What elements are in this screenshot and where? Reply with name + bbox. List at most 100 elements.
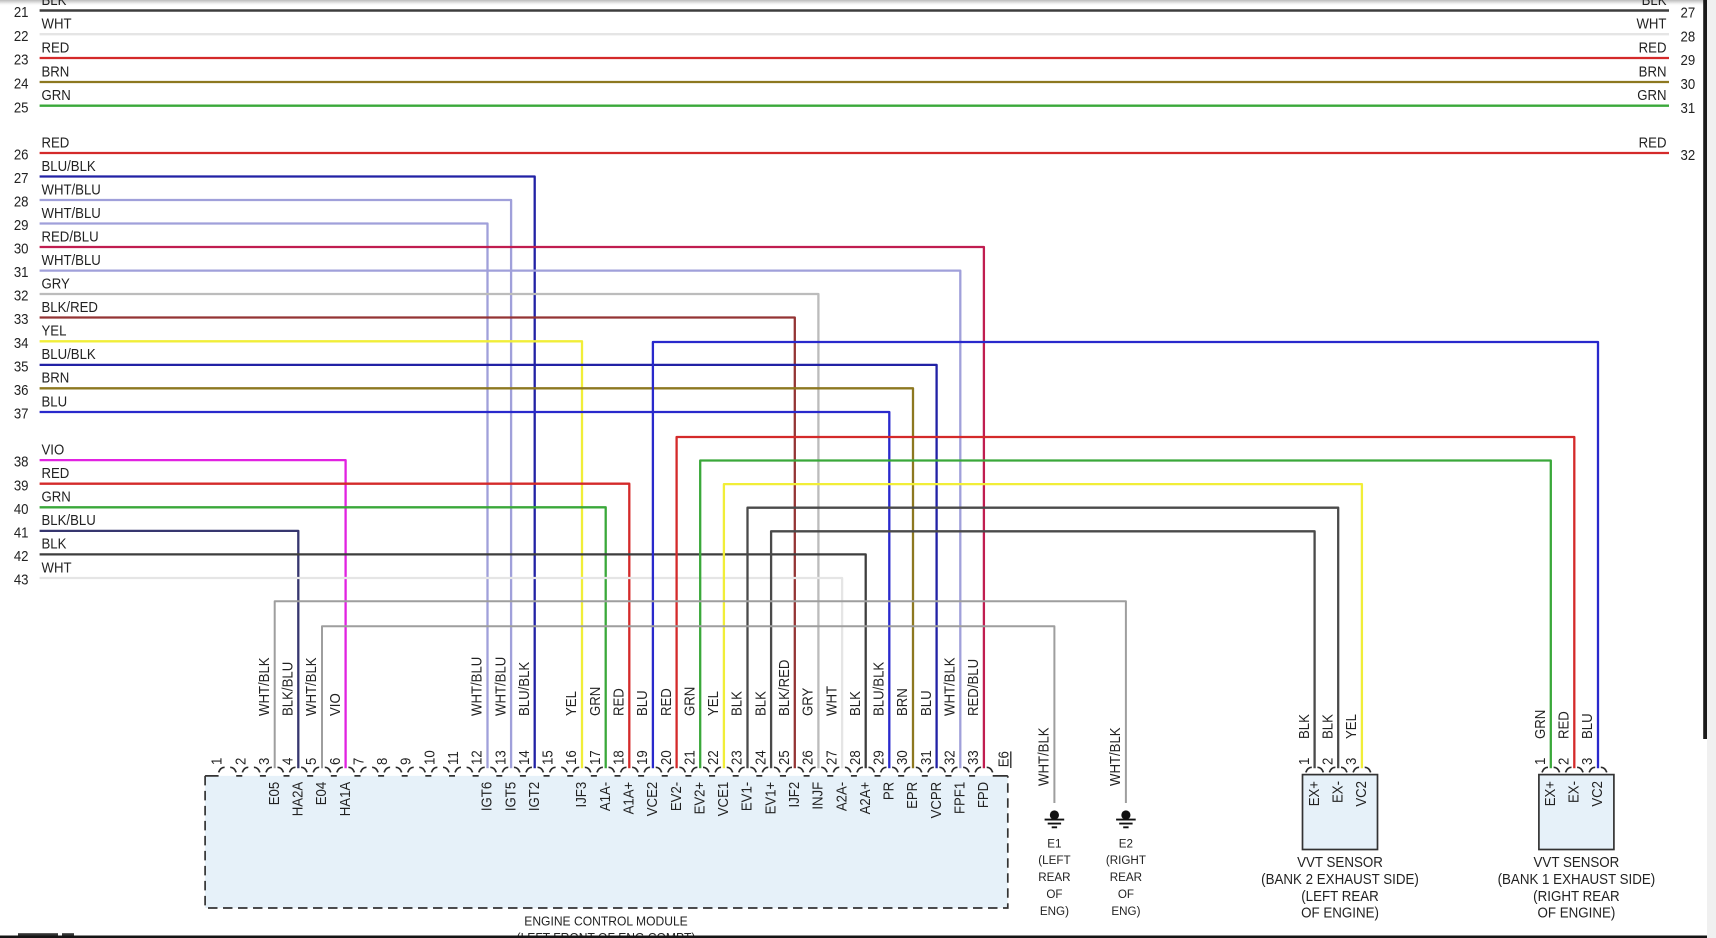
svg-text:39: 39	[14, 476, 29, 493]
svg-text:14: 14	[515, 750, 532, 765]
svg-text:25: 25	[14, 98, 29, 115]
svg-text:BRN: BRN	[893, 688, 910, 716]
svg-text:BRN: BRN	[42, 369, 70, 386]
svg-text:23: 23	[14, 51, 29, 68]
svg-text:1: 1	[1295, 758, 1312, 765]
svg-text:26: 26	[14, 146, 29, 163]
svg-text:A2A-: A2A-	[832, 782, 849, 812]
svg-text:27: 27	[14, 169, 29, 186]
svg-text:31: 31	[14, 263, 29, 280]
svg-text:21: 21	[681, 750, 698, 765]
svg-text:21: 21	[14, 3, 29, 20]
svg-text:EX-: EX-	[1329, 781, 1346, 803]
svg-text:RED: RED	[1555, 711, 1572, 739]
svg-text:YEL: YEL	[1342, 714, 1359, 739]
svg-text:4: 4	[279, 758, 296, 765]
svg-text:22: 22	[14, 27, 29, 44]
svg-text:31: 31	[1681, 99, 1696, 116]
svg-text:VIO: VIO	[326, 693, 343, 716]
svg-text:FPF1: FPF1	[951, 782, 968, 814]
svg-text:PR: PR	[880, 782, 897, 800]
svg-text:BLU: BLU	[917, 690, 934, 716]
svg-text:EV2+: EV2+	[691, 782, 708, 815]
svg-text:30: 30	[893, 750, 910, 765]
svg-text:37: 37	[14, 405, 29, 422]
svg-text:VCE1: VCE1	[714, 782, 731, 817]
svg-text:33: 33	[14, 310, 29, 327]
svg-text:BLK: BLK	[728, 691, 745, 716]
svg-text:VVT SENSOR: VVT SENSOR	[1297, 855, 1383, 872]
svg-text:28: 28	[14, 193, 29, 210]
svg-text:E04: E04	[312, 782, 329, 806]
svg-text:10: 10	[421, 750, 438, 765]
svg-text:19: 19	[633, 750, 650, 765]
svg-text:GRN: GRN	[1637, 86, 1666, 103]
svg-text:RED: RED	[657, 688, 674, 716]
svg-text:EPR: EPR	[903, 782, 920, 809]
svg-text:IJF3: IJF3	[572, 782, 589, 808]
svg-text:BLK/BLU: BLK/BLU	[42, 511, 96, 528]
svg-text:BLK: BLK	[751, 691, 768, 716]
svg-text:VC2: VC2	[1588, 781, 1605, 807]
svg-text:EX+: EX+	[1541, 781, 1558, 806]
svg-text:3: 3	[1342, 758, 1359, 765]
svg-text:OF: OF	[1118, 887, 1134, 901]
svg-text:WHT/BLU: WHT/BLU	[468, 657, 485, 716]
svg-text:34: 34	[14, 334, 29, 351]
svg-text:22: 22	[704, 750, 721, 765]
svg-text:(LEFT FRONT OF ENG COMPT): (LEFT FRONT OF ENG COMPT)	[517, 929, 696, 938]
svg-text:35: 35	[14, 358, 29, 375]
svg-text:YEL: YEL	[42, 322, 67, 339]
svg-text:27: 27	[1681, 4, 1696, 21]
svg-text:OF ENGINE): OF ENGINE)	[1537, 905, 1615, 922]
svg-text:HA2A: HA2A	[289, 781, 306, 816]
svg-text:29: 29	[14, 216, 29, 233]
svg-text:EV1-: EV1-	[738, 782, 755, 812]
svg-text:BLU/BLK: BLU/BLK	[870, 661, 887, 716]
svg-text:YEL: YEL	[562, 691, 579, 716]
svg-text:38: 38	[14, 453, 29, 470]
svg-text:29: 29	[870, 750, 887, 765]
svg-text:RED/BLU: RED/BLU	[42, 227, 99, 244]
svg-text:(LEFT REAR: (LEFT REAR	[1301, 888, 1379, 905]
svg-text:EV2-: EV2-	[667, 782, 684, 812]
svg-text:VIO: VIO	[42, 441, 65, 458]
svg-text:WHT/BLU: WHT/BLU	[42, 251, 101, 268]
svg-text:8: 8	[373, 758, 390, 765]
svg-text:42: 42	[14, 547, 29, 564]
svg-text:(BANK 1 EXHAUST SIDE): (BANK 1 EXHAUST SIDE)	[1498, 871, 1656, 888]
svg-text:GRN: GRN	[1531, 710, 1548, 739]
svg-text:WHT: WHT	[1636, 15, 1666, 32]
svg-text:2: 2	[1555, 758, 1572, 765]
svg-text:E2: E2	[1119, 836, 1134, 850]
svg-text:2: 2	[231, 758, 248, 765]
svg-text:24: 24	[14, 75, 29, 92]
svg-text:24: 24	[751, 750, 768, 765]
svg-text:28: 28	[1681, 28, 1696, 45]
svg-text:BLK/RED: BLK/RED	[775, 660, 792, 716]
svg-text:GRN: GRN	[681, 687, 698, 716]
svg-text:IGT6: IGT6	[478, 782, 495, 811]
svg-text:GRN: GRN	[42, 488, 71, 505]
svg-text:E1: E1	[1047, 836, 1062, 850]
svg-text:ENG): ENG)	[1111, 904, 1140, 918]
svg-text:BLK/RED: BLK/RED	[42, 298, 98, 315]
svg-text:WHT: WHT	[822, 686, 839, 716]
svg-text:RED: RED	[42, 38, 70, 55]
svg-text:28: 28	[846, 750, 863, 765]
svg-text:YEL: YEL	[704, 691, 721, 716]
svg-text:41: 41	[14, 524, 29, 541]
svg-text:RED: RED	[1639, 133, 1667, 150]
svg-text:FPD: FPD	[974, 782, 991, 808]
svg-text:ENG): ENG)	[1040, 904, 1069, 918]
svg-text:BLK/BLU: BLK/BLU	[279, 662, 296, 716]
svg-text:REAR: REAR	[1038, 870, 1071, 884]
svg-text:VC2: VC2	[1352, 781, 1369, 807]
svg-text:18: 18	[610, 750, 627, 765]
svg-text:BLU: BLU	[42, 392, 68, 409]
svg-text:BLU: BLU	[1578, 713, 1595, 739]
svg-text:WHT/BLU: WHT/BLU	[42, 180, 101, 197]
svg-text:BLK: BLK	[1642, 0, 1667, 8]
svg-text:RED: RED	[42, 464, 70, 481]
svg-text:EX-: EX-	[1565, 781, 1582, 803]
